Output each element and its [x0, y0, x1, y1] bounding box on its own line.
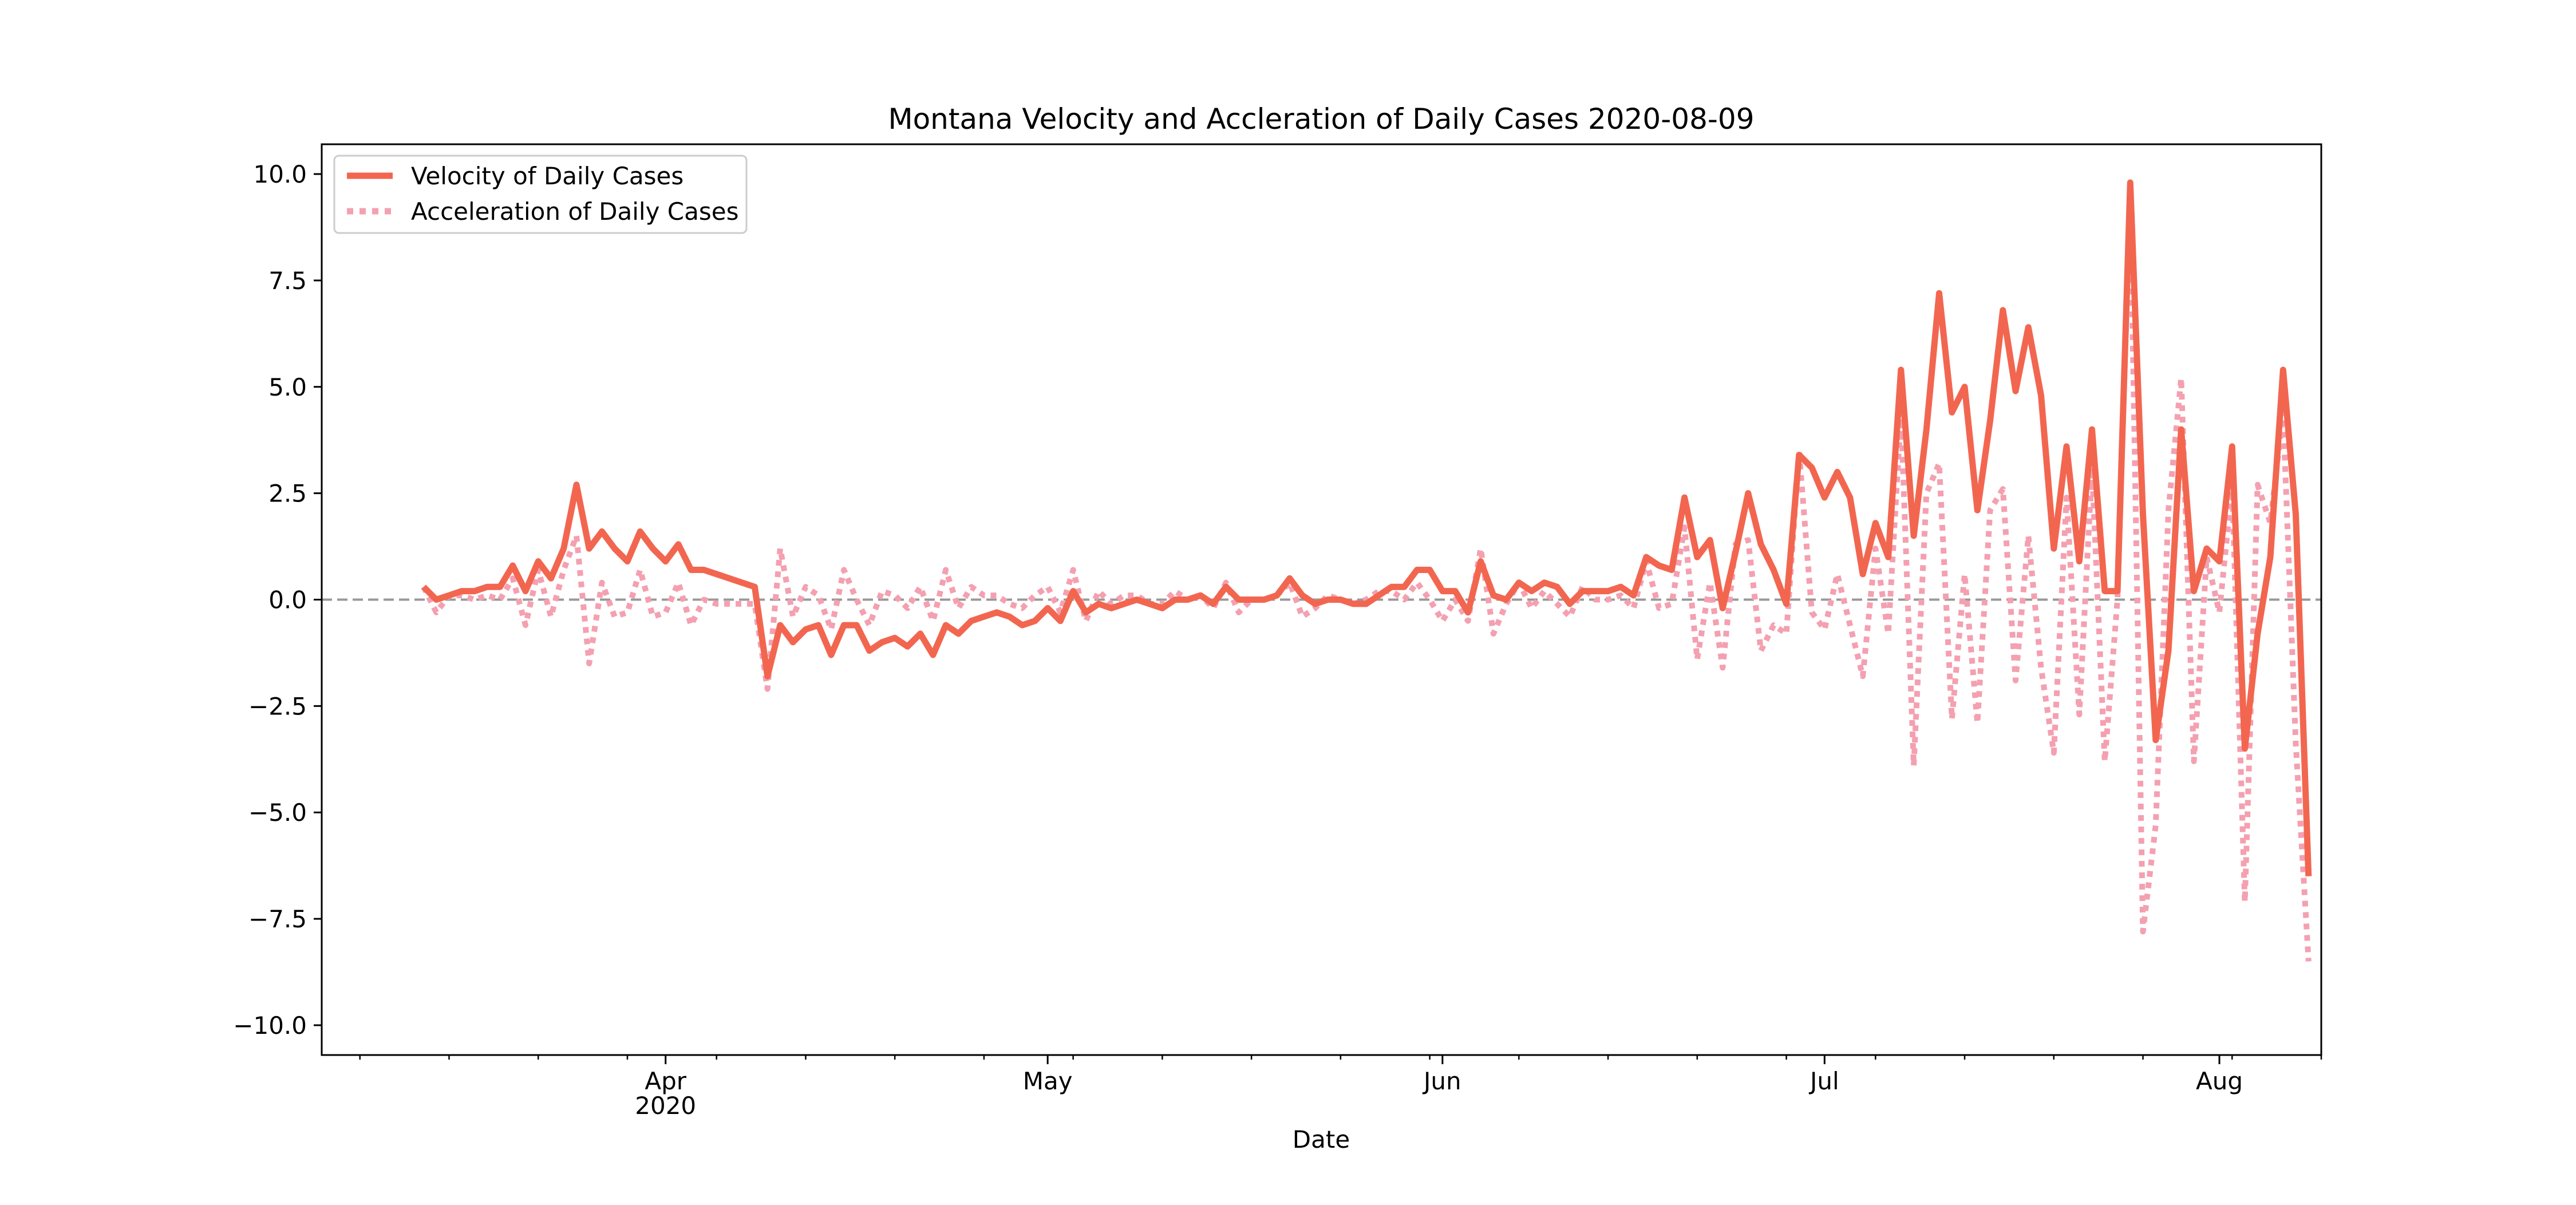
x-tick-label: Apr	[645, 1067, 686, 1095]
x-axis-label: Date	[1293, 1125, 1350, 1153]
x-tick-label: Jul	[1808, 1067, 1839, 1095]
y-tick-label: −2.5	[248, 692, 307, 720]
legend-box	[333, 155, 748, 234]
y-tick-label: −7.5	[248, 905, 307, 933]
y-axis: 10.0 7.5 5.0 2.5 0.0 −2.5 −5.0 −7.5 −10.0	[233, 160, 322, 1040]
x-tick-label: May	[1023, 1067, 1073, 1095]
chart-title: Montana Velocity and Accleration of Dail…	[888, 102, 1754, 136]
x-tick-label: Jun	[1422, 1067, 1461, 1095]
y-tick-label: 2.5	[268, 480, 307, 508]
y-tick-label: 7.5	[268, 267, 307, 295]
y-tick-label: 10.0	[253, 160, 307, 188]
x-tick-label: Aug	[2196, 1067, 2243, 1095]
legend-label-acceleration: Acceleration of Daily Cases	[411, 197, 738, 226]
y-tick-label: −10.0	[233, 1012, 307, 1040]
x-tick-sublabel: 2020	[635, 1092, 696, 1120]
legend-label-velocity: Velocity of Daily Cases	[411, 162, 683, 190]
y-tick-label: 5.0	[268, 373, 307, 401]
series-line-acceleration	[421, 188, 2312, 962]
legend: Velocity of Daily Cases Acceleration of …	[333, 155, 748, 234]
series-layer	[322, 179, 2321, 962]
series-line-velocity	[421, 179, 2312, 876]
y-tick-label: 0.0	[268, 586, 307, 614]
y-tick-label: −5.0	[248, 799, 307, 827]
